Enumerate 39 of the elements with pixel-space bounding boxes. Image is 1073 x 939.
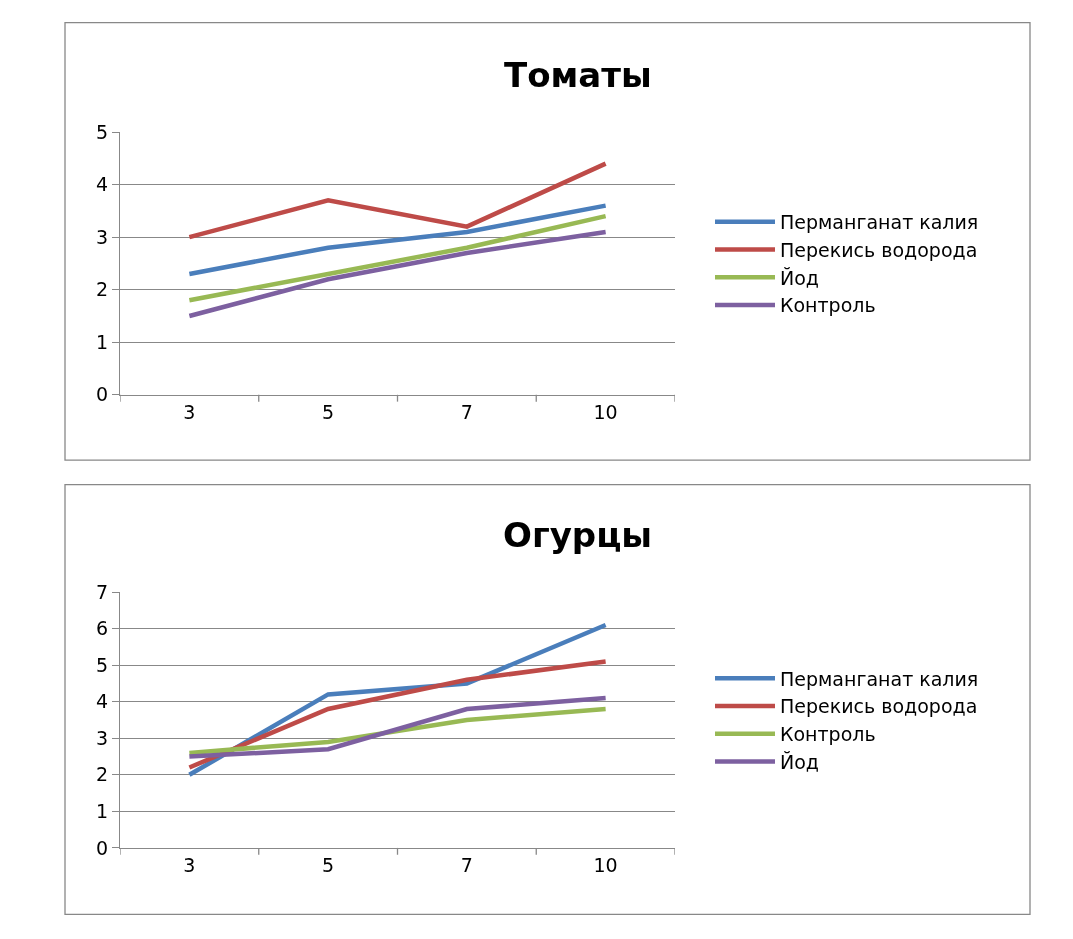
x-tick-label: 5 xyxy=(322,853,335,876)
y-tick-label: 4 xyxy=(95,173,109,196)
line-series xyxy=(187,229,608,319)
x-tick-label: 7 xyxy=(460,853,473,876)
chart-title: Томаты xyxy=(504,55,652,95)
y-tick-label: 0 xyxy=(95,836,109,859)
x-tick-label: 10 xyxy=(593,400,618,423)
y-tick-label: 6 xyxy=(95,617,109,640)
legend-label: Перекись водорода xyxy=(780,695,978,718)
y-tick-label: 1 xyxy=(95,330,109,353)
legend-label: Перекись водорода xyxy=(780,238,978,261)
y-tick-label: 5 xyxy=(95,120,109,143)
x-tick-label: 5 xyxy=(322,400,335,423)
legend-label: Контроль xyxy=(780,723,876,746)
legend-label: Контроль xyxy=(780,294,876,317)
x-tick-label: 3 xyxy=(183,400,196,423)
y-tick-label: 2 xyxy=(95,763,109,786)
line-series xyxy=(187,203,608,277)
y-tick-label: 7 xyxy=(95,580,109,603)
chart-title: Огурцы xyxy=(503,515,653,555)
y-tick-label: 5 xyxy=(95,653,109,676)
y-tick-label: 0 xyxy=(95,383,109,406)
line-series xyxy=(187,659,608,770)
line-series xyxy=(187,706,608,756)
legend-label: Перманганат калия xyxy=(780,211,979,234)
y-tick-label: 4 xyxy=(95,690,109,713)
y-tick-label: 3 xyxy=(95,726,109,749)
y-tick-label: 2 xyxy=(95,278,109,301)
line-series xyxy=(187,161,608,240)
legend-label: Йод xyxy=(780,266,819,289)
x-tick-label: 3 xyxy=(183,853,196,876)
legend-label: Йод xyxy=(780,750,819,773)
y-tick-label: 3 xyxy=(95,225,109,248)
legend-label: Перманганат калия xyxy=(780,667,979,690)
line-series xyxy=(187,695,608,759)
x-tick-label: 7 xyxy=(460,400,473,423)
line-series xyxy=(187,213,608,303)
x-tick-label: 10 xyxy=(593,853,618,876)
y-tick-label: 1 xyxy=(95,800,109,823)
